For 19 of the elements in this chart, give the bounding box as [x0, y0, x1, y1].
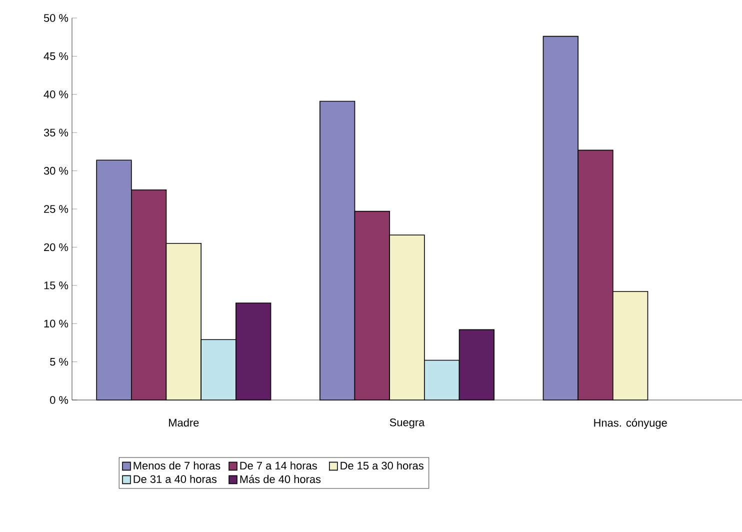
legend-label: De 7 a 14 horas [240, 461, 317, 470]
legend-label: Menos de 7 horas [134, 461, 220, 470]
y-tick-label: 45 % [44, 52, 68, 60]
y-tick-label: 30 % [44, 166, 68, 175]
y-tick-label: 40 % [44, 90, 68, 98]
y-tick-label: 50 % [44, 14, 68, 22]
x-tick-label: Suegra [390, 418, 425, 428]
legend-label: Más de 40 horas [240, 474, 321, 484]
y-tick-label: 5 % [50, 358, 68, 366]
y-tick-label: 20 % [44, 243, 68, 252]
legend-label: De 15 a 30 horas [340, 461, 424, 470]
x-tick-label: Madre [169, 418, 199, 427]
legend-label: De 31 a 40 horas [134, 474, 217, 484]
y-tick-label: 15 % [44, 282, 68, 290]
y-tick-label: 25 % [44, 205, 68, 213]
y-tick-label: 35 % [44, 128, 68, 136]
x-tick-label: Hnas. cónyuge [594, 418, 667, 429]
y-tick-label: 0 % [50, 396, 68, 404]
y-tick-label: 10 % [44, 320, 68, 328]
